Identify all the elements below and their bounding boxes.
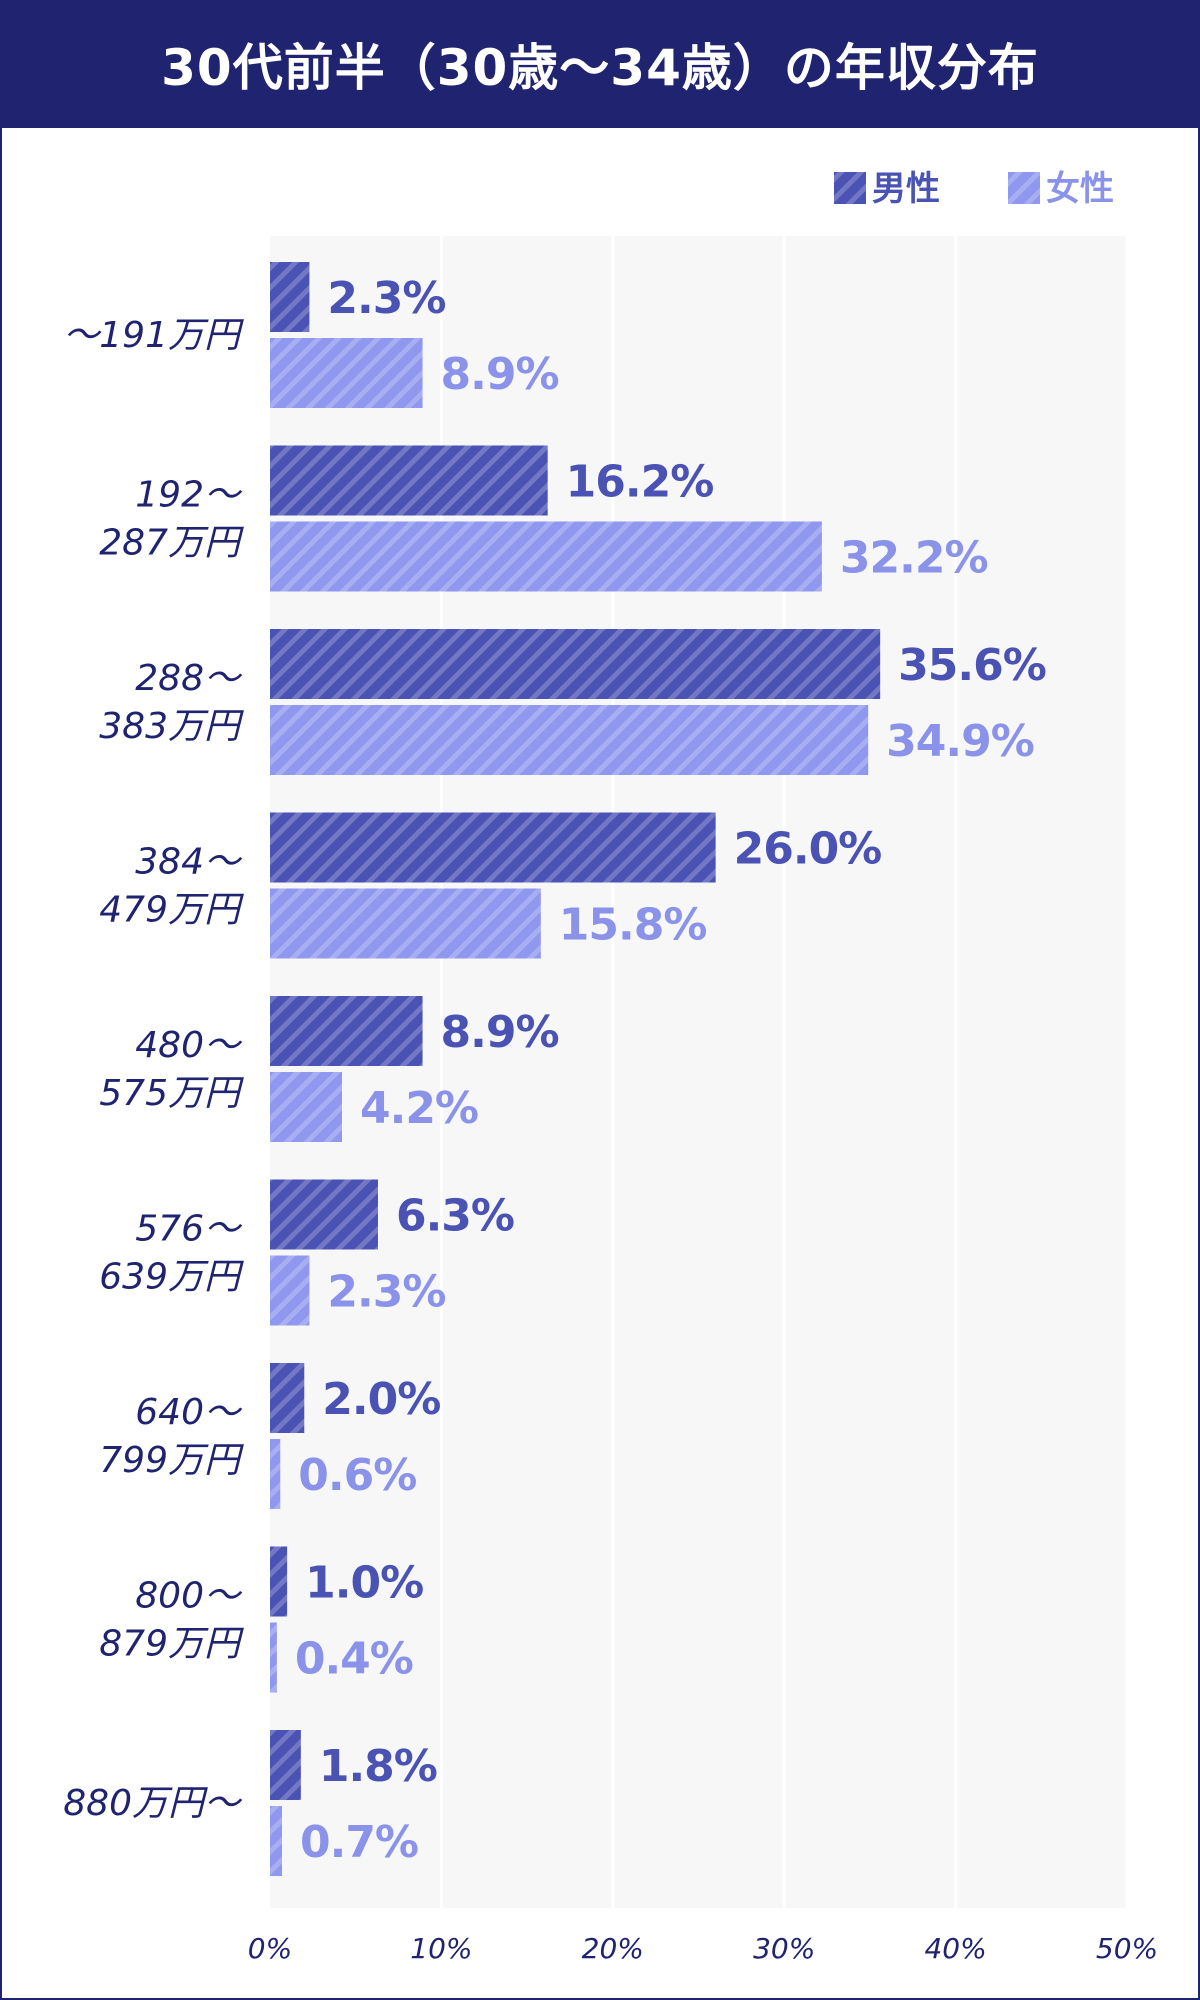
data-label: 2.0%	[322, 1374, 440, 1425]
bar-male	[270, 629, 881, 699]
legend-swatch	[834, 172, 866, 204]
data-label: 8.9%	[441, 1007, 559, 1058]
data-label: 8.9%	[441, 349, 559, 400]
category-label: 383万円	[99, 706, 244, 747]
data-label: 15.8%	[559, 900, 707, 951]
x-tick-label: 40%	[924, 1932, 986, 1965]
data-label: 16.2%	[566, 457, 714, 508]
data-label: 6.3%	[396, 1191, 514, 1242]
bar-female	[270, 705, 869, 775]
category-label: 639万円	[99, 1257, 244, 1298]
bar-male	[270, 812, 716, 883]
category-label: 576〜	[135, 1209, 243, 1250]
legend-label: 男性	[872, 169, 940, 209]
bar-male	[270, 1179, 378, 1250]
legend-swatch	[1008, 172, 1040, 204]
data-label: 0.4%	[295, 1634, 413, 1685]
data-label: 32.2%	[840, 533, 988, 584]
bar-female	[270, 1806, 282, 1876]
bar-female	[270, 1439, 281, 1509]
bar-female	[270, 1255, 310, 1326]
category-label: 879万円	[99, 1624, 244, 1665]
category-label: 〜191万円	[63, 315, 244, 356]
data-label: 4.2%	[360, 1083, 478, 1134]
legend-label: 女性	[1046, 169, 1114, 209]
category-label: 192〜	[135, 475, 243, 516]
bar-male	[270, 996, 423, 1066]
data-label: 0.7%	[300, 1817, 418, 1868]
bar-female	[270, 338, 423, 408]
data-label: 0.6%	[298, 1450, 416, 1501]
bar-male	[270, 1363, 305, 1433]
data-label: 2.3%	[327, 1267, 445, 1318]
category-label: 640〜	[135, 1392, 243, 1433]
category-label: 288〜	[135, 658, 243, 699]
bar-male	[270, 1730, 301, 1800]
data-label: 1.8%	[319, 1741, 437, 1792]
category-label: 287万円	[99, 523, 244, 564]
category-label: 800〜	[135, 1576, 243, 1617]
data-label: 26.0%	[734, 824, 882, 875]
x-tick-label: 0%	[248, 1932, 292, 1965]
x-tick-label: 10%	[410, 1932, 472, 1965]
bar-female	[270, 888, 541, 959]
bar-female	[270, 521, 822, 592]
bar-male	[270, 1546, 288, 1617]
x-tick-label: 30%	[753, 1932, 815, 1965]
chart-title: 30代前半（30歳〜34歳）の年収分布	[161, 39, 1039, 97]
bar-male	[270, 445, 548, 516]
bar-female	[270, 1622, 277, 1693]
category-label: 384〜	[135, 842, 243, 883]
category-label: 575万円	[99, 1073, 244, 1114]
data-label: 2.3%	[327, 273, 445, 324]
category-label: 479万円	[99, 890, 244, 931]
x-tick-label: 50%	[1096, 1932, 1158, 1965]
title-bar: 30代前半（30歳〜34歳）の年収分布	[0, 0, 1200, 128]
category-label: 480〜	[135, 1025, 243, 1066]
data-label: 34.9%	[886, 716, 1034, 767]
bar-male	[270, 262, 310, 332]
data-label: 1.0%	[305, 1558, 423, 1609]
category-label: 799万円	[99, 1440, 244, 1481]
bar-female	[270, 1072, 342, 1142]
data-label: 35.6%	[898, 640, 1046, 691]
x-tick-label: 20%	[582, 1932, 644, 1965]
category-label: 880万円〜	[63, 1783, 243, 1824]
